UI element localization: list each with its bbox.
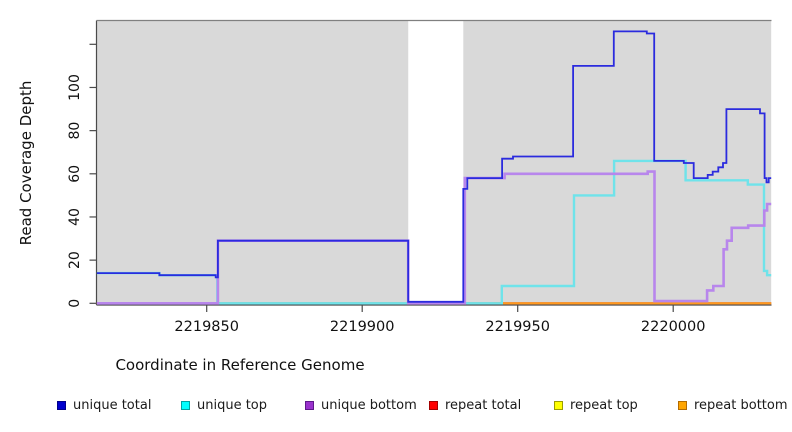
legend-swatch-icon xyxy=(305,401,314,410)
legend-label: repeat top xyxy=(570,398,638,413)
y-tick-label: 40 xyxy=(67,208,83,226)
x-axis-title-text: Coordinate in Reference Genome xyxy=(115,356,365,374)
legend-swatch-icon xyxy=(678,401,687,410)
x-tick-label: 2220000 xyxy=(641,319,706,335)
y-tick-label: 0 xyxy=(67,299,83,308)
legend-label: unique bottom xyxy=(321,398,417,413)
legend-swatch-icon xyxy=(554,401,563,410)
legend-item-unique-top: unique top xyxy=(181,398,267,413)
no-data-band xyxy=(408,21,464,302)
y-tick-label: 100 xyxy=(67,74,83,101)
legend-label: unique total xyxy=(73,398,152,413)
legend-swatch-icon xyxy=(429,401,438,410)
series-unique-bottom-line xyxy=(96,170,772,305)
legend-item-unique-bottom: unique bottom xyxy=(305,398,417,413)
x-tick-label: 2219950 xyxy=(485,319,550,335)
series-unique-total-line xyxy=(96,30,772,303)
y-tick-label: 80 xyxy=(67,122,83,140)
legend-item-repeat-bottom: repeat bottom xyxy=(678,398,788,413)
y-axis-title: Read Coverage Depth xyxy=(17,80,35,246)
y-tick-label: 60 xyxy=(67,165,83,183)
x-axis-title: Coordinate in Reference Genome xyxy=(0,356,792,374)
legend-swatch-icon xyxy=(181,401,190,410)
legend-label: repeat total xyxy=(445,398,522,413)
legend-label: unique top xyxy=(197,398,268,413)
legend-label: repeat bottom xyxy=(694,398,788,413)
plot-legend: unique total unique top unique bottom repea… xyxy=(0,398,792,420)
x-tick-label: 2219900 xyxy=(330,319,395,335)
x-tick-label: 2219850 xyxy=(174,319,239,335)
y-tick-label: 20 xyxy=(67,251,83,269)
plot-canvas: 0 20 40 60 80 100 2219850 2219900 2219950 2220000 xyxy=(67,19,772,335)
legend-item-unique-total: unique total xyxy=(57,398,151,413)
legend-swatch-icon xyxy=(57,401,66,410)
legend-item-repeat-top: repeat top xyxy=(554,398,638,413)
legend-item-repeat-total: repeat total xyxy=(429,398,521,413)
